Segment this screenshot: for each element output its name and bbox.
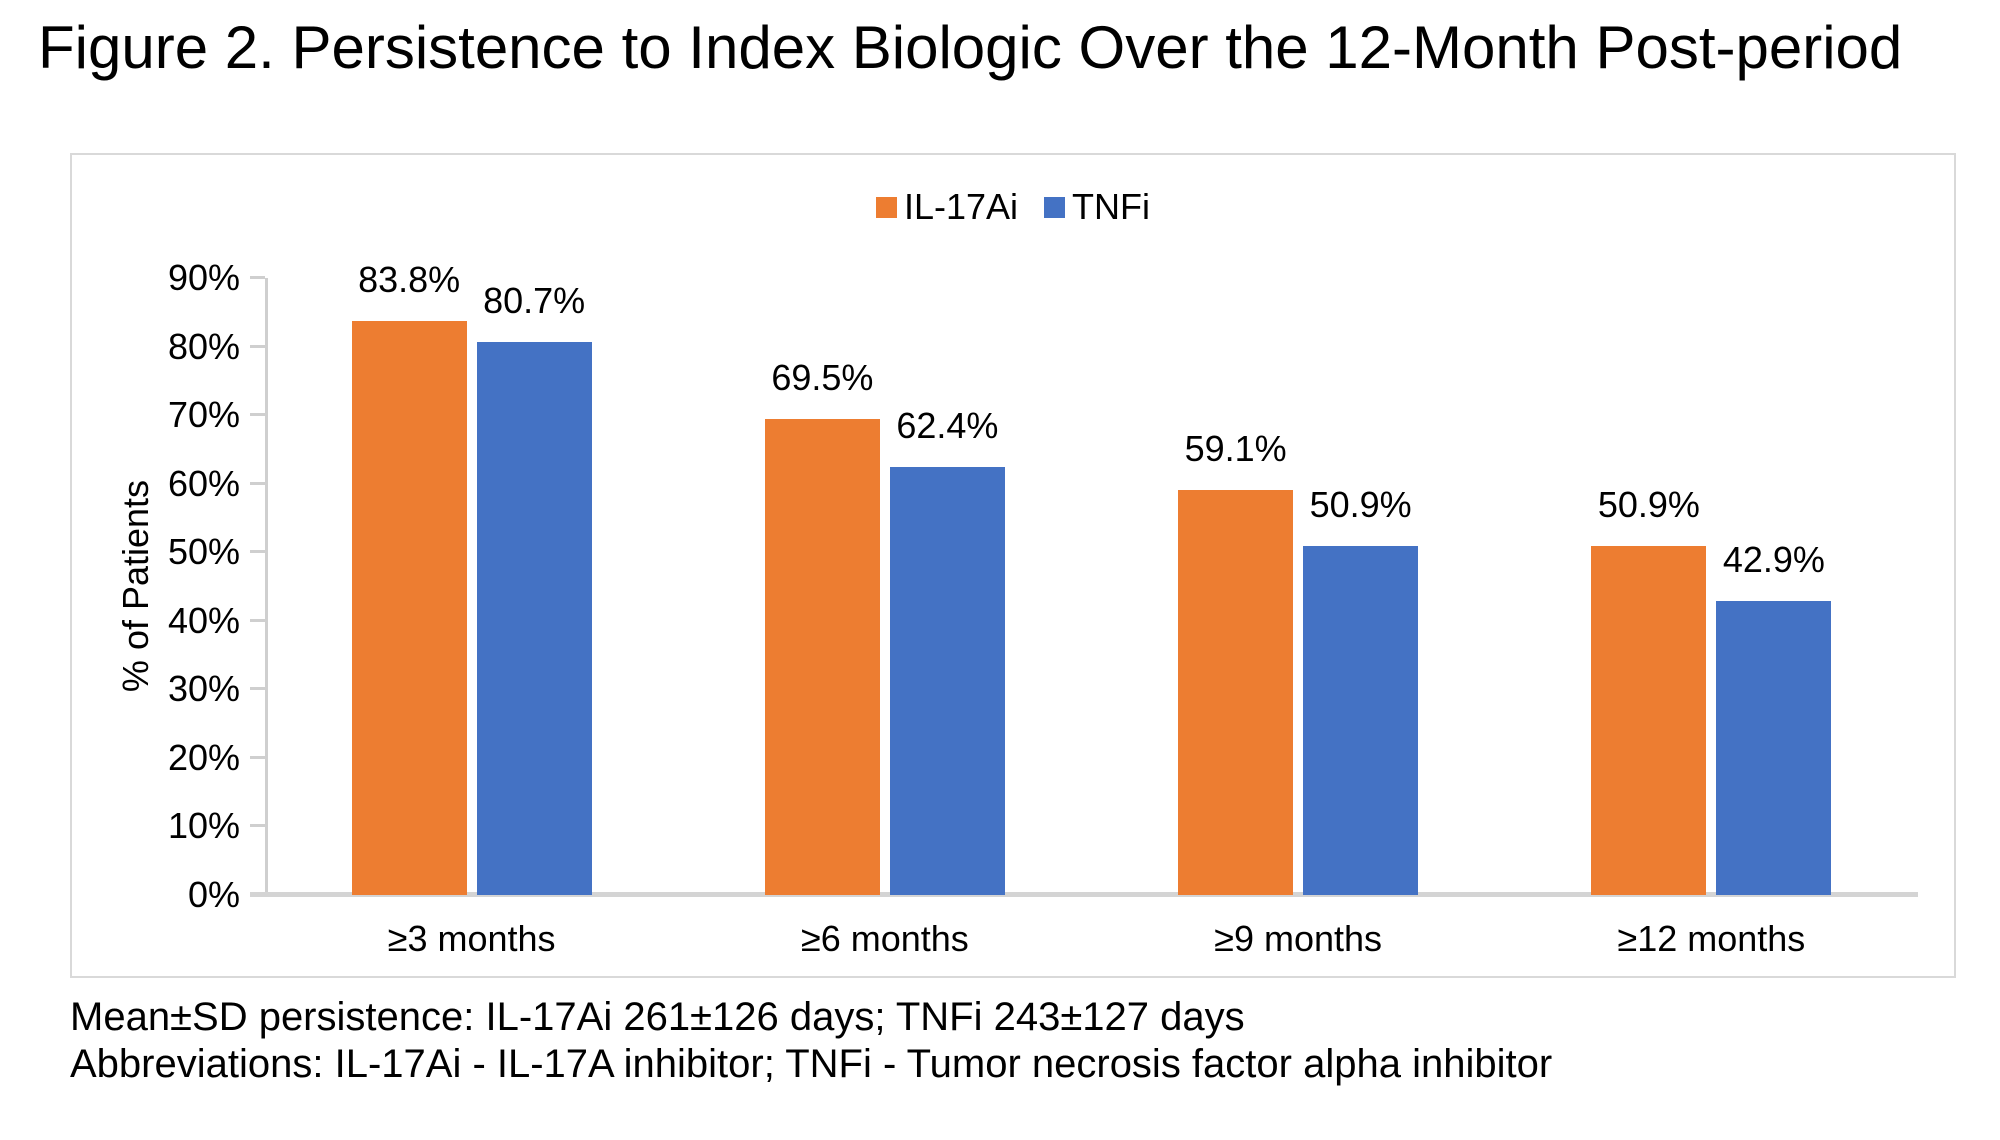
bar-il-17ai-9-months <box>1178 489 1294 895</box>
x-category-label: ≥6 months <box>800 918 969 959</box>
bar-il-17ai-3-months <box>351 320 467 895</box>
bar-tnfi-12-months <box>1716 600 1832 895</box>
bar-value-label: 42.9% <box>1722 538 1825 580</box>
y-tick-label: 10% <box>167 805 240 847</box>
bar-il-17ai-12-months <box>1591 546 1707 895</box>
y-tick-mark <box>250 687 265 691</box>
y-tick-label: 0% <box>187 874 240 915</box>
y-tick-mark <box>250 824 265 828</box>
chart-legend: IL-17Ai TNFi <box>72 187 1954 227</box>
bar-value-label: 69.5% <box>771 356 874 398</box>
legend-label: IL-17Ai <box>903 186 1019 227</box>
x-category-label: ≥12 months <box>1617 918 1806 959</box>
y-tick-label: 80% <box>167 325 240 367</box>
bar-il-17ai-6-months <box>764 418 880 895</box>
y-tick-label: 50% <box>167 531 240 573</box>
bar-value-label: 50.9% <box>1309 484 1412 526</box>
legend-swatch-tnfi <box>1044 196 1066 218</box>
y-axis-line <box>265 278 268 895</box>
bar-value-label: 62.4% <box>896 405 999 447</box>
y-tick-mark <box>250 276 265 279</box>
y-tick-label: 90% <box>167 257 240 298</box>
legend-item-il-17ai: IL-17Ai <box>875 186 1019 227</box>
bar-value-label: 59.1% <box>1184 427 1287 469</box>
y-tick-mark <box>250 550 265 554</box>
bar-value-label: 80.7% <box>483 279 586 321</box>
y-tick-mark <box>250 344 265 348</box>
figure-footnotes: Mean±SD persistence: IL-17Ai 261±126 day… <box>70 994 1552 1088</box>
y-tick-mark <box>250 481 265 485</box>
bar-value-label: 50.9% <box>1597 484 1700 526</box>
figure-title: Figure 2. Persistence to Index Biologic … <box>38 14 1903 81</box>
y-tick-label: 20% <box>167 736 240 778</box>
bar-tnfi-9-months <box>1303 546 1419 895</box>
bar-tnfi-3-months <box>476 341 592 895</box>
footnote-mean-sd: Mean±SD persistence: IL-17Ai 261±126 day… <box>70 995 1245 1039</box>
legend-item-tnfi: TNFi <box>1044 187 1150 227</box>
y-tick-mark <box>250 413 265 417</box>
y-tick-mark <box>250 618 265 622</box>
legend-swatch-il-17ai <box>875 196 897 218</box>
x-category-label: ≥3 months <box>387 918 556 959</box>
y-tick-mark <box>250 755 265 759</box>
x-axis-line <box>250 892 1918 897</box>
y-tick-label: 70% <box>167 394 240 436</box>
y-tick-label: 40% <box>167 599 240 641</box>
legend-label: TNFi <box>1072 186 1151 227</box>
x-category-label: ≥9 months <box>1214 918 1383 959</box>
bar-value-label: 83.8% <box>358 258 461 300</box>
y-tick-label: 30% <box>167 668 240 710</box>
footnote-abbreviations: Abbreviations: IL-17Ai - IL-17A inhibito… <box>70 1042 1553 1086</box>
y-tick-label: 60% <box>167 462 240 504</box>
y-axis-title: % of Patients <box>115 479 156 693</box>
bar-tnfi-6-months <box>889 467 1005 895</box>
